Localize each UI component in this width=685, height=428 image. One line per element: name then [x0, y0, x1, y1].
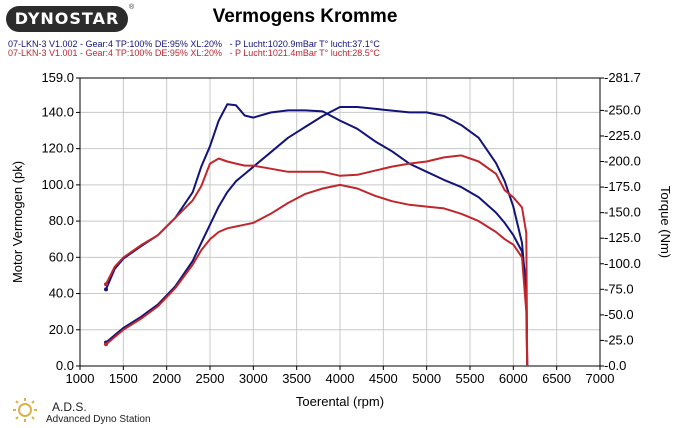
x-tick-label: 2500 [196, 371, 225, 386]
y2-tick-label: -0.0 [604, 358, 626, 373]
x-tick-label: 3000 [239, 371, 268, 386]
y2-tick-label: -225.0 [604, 128, 641, 143]
registered-mark: ® [129, 4, 135, 11]
run-info-2: 07-LKN-3 V1.001 - Gear:4 TP:100% DE:95% … [8, 48, 380, 58]
x-tick-label: 1500 [109, 371, 138, 386]
y2-tick-label: -150.0 [604, 205, 641, 220]
y-tick-label: 60.0 [49, 249, 74, 264]
y-tick-label: 120.0 [41, 141, 74, 156]
ads-subtitle: Advanced Dyno Station [46, 414, 151, 425]
x-tick-label: 6000 [499, 371, 528, 386]
y2-tick-label: -175.0 [604, 179, 641, 194]
series-line-1-power [105, 106, 529, 367]
x-tick-label: 2000 [152, 371, 181, 386]
y2-tick-label: -100.0 [604, 256, 641, 271]
series-start-point-3 [104, 342, 108, 347]
y-tick-label: 20.0 [49, 322, 74, 337]
x-tick-label: 5000 [412, 371, 441, 386]
series-line-2-torque [105, 103, 529, 367]
x-tick-label: 6500 [542, 371, 571, 386]
x-tick-label: 4000 [326, 371, 355, 386]
x-tick-label: 5500 [456, 371, 485, 386]
y2-tick-label: -125.0 [604, 230, 641, 245]
ads-brand: A.D.S. [52, 400, 87, 414]
x-tick-label: 4500 [369, 371, 398, 386]
y2-tick-label: -281.7 [604, 70, 641, 85]
series-start-point-2 [104, 287, 108, 292]
y-tick-label: 100.0 [41, 177, 74, 192]
x-axis-label: Toerental (rpm) [296, 394, 384, 409]
y2-tick-label: -200.0 [604, 154, 641, 169]
x-tick-label: 3500 [282, 371, 311, 386]
y-tick-label: 40.0 [49, 286, 74, 301]
x-tick-label: 7000 [586, 371, 615, 386]
x-tick-label: 1000 [66, 371, 95, 386]
y2-axis-label: Torque (Nm) [658, 186, 673, 258]
y2-tick-label: -250.0 [604, 102, 641, 117]
y2-tick-label: -75.0 [604, 281, 634, 296]
y-tick-label: 140.0 [41, 104, 74, 119]
series-line-4-torque [105, 154, 529, 367]
y-axis-label: Motor Vermogen (pk) [10, 161, 25, 283]
series-start-point-4 [104, 282, 108, 287]
y-tick-label: 80.0 [49, 213, 74, 228]
dynostar-logo: DYNOSTAR [6, 6, 128, 32]
y-tick-label: 0.0 [56, 358, 74, 373]
ads-sun-icon [13, 398, 37, 422]
chart-title: Vermogens Kromme [212, 6, 398, 27]
y2-tick-label: -25.0 [604, 332, 634, 347]
series-line-3-power [105, 183, 529, 367]
y-tick-label: 159.0 [41, 70, 74, 85]
run-info-1: 07-LKN-3 V1.002 - Gear:4 TP:100% DE:95% … [8, 39, 380, 49]
logo-text: DYNOSTAR [14, 9, 120, 28]
y2-tick-label: -50.0 [604, 307, 634, 322]
